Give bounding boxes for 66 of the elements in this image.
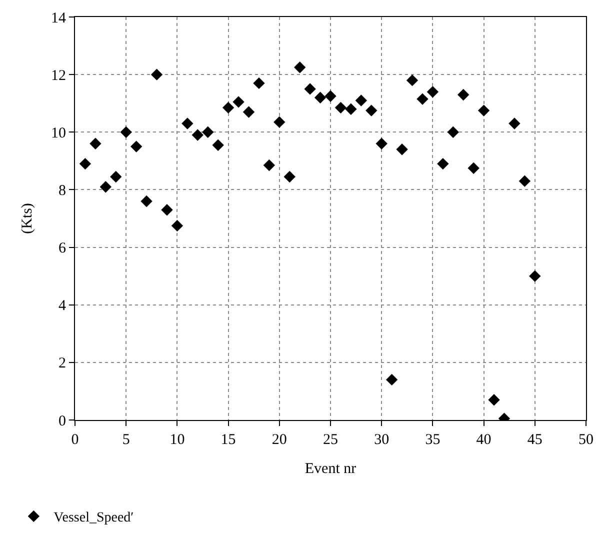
point (518, 175, 531, 187)
y-tick-label: 12 (51, 68, 66, 84)
point (488, 394, 500, 406)
point (355, 94, 368, 106)
point (171, 220, 184, 232)
point (150, 68, 163, 80)
point (222, 102, 234, 114)
point (334, 102, 347, 114)
x-tick-label: 20 (272, 432, 287, 448)
x-tick-label: 45 (527, 432, 542, 448)
y-tick-label: 8 (58, 182, 66, 199)
point (396, 144, 408, 156)
point (253, 77, 265, 90)
x-tick-label: 0 (71, 432, 79, 448)
point (366, 104, 378, 116)
point (447, 126, 459, 138)
point (110, 170, 122, 183)
x-tick-label: 40 (476, 432, 492, 448)
point (345, 103, 357, 115)
point (386, 374, 398, 386)
point (192, 129, 204, 141)
x-tick-label: 5 (122, 432, 130, 448)
point (100, 180, 112, 193)
point (182, 118, 194, 130)
point (529, 270, 541, 282)
y-tick-label: 0 (58, 413, 66, 430)
point (437, 158, 449, 170)
point (274, 116, 286, 128)
x-tick-label: 35 (425, 432, 440, 448)
x-tick-label: 30 (374, 432, 390, 448)
point (324, 90, 336, 102)
point (140, 195, 152, 208)
x-tick-label: 50 (578, 432, 594, 448)
y-tick-label: 6 (58, 240, 66, 257)
point (304, 83, 316, 95)
point (478, 104, 490, 116)
x-tick-label: 10 (170, 432, 185, 448)
point (242, 106, 255, 118)
point (284, 170, 296, 183)
point (426, 86, 439, 98)
point (314, 92, 326, 104)
point (294, 62, 306, 74)
point (416, 93, 428, 105)
point (130, 140, 142, 152)
legend-label: Vessel_Speed′ (54, 510, 134, 526)
y-tick-label: 2 (58, 356, 66, 372)
point (232, 96, 244, 108)
y-axis-title: (Kts) (19, 203, 36, 234)
x-tick-label: 15 (220, 432, 236, 448)
point (120, 126, 132, 138)
point (161, 204, 173, 216)
point (376, 138, 388, 150)
point (406, 74, 418, 86)
x-tick-label: 25 (323, 432, 338, 448)
y-tick-label: 10 (51, 125, 66, 142)
point (458, 88, 470, 101)
point (79, 158, 92, 170)
point (508, 118, 520, 130)
x-axis-title: Event nr (304, 461, 356, 477)
y-tick-label: 14 (51, 10, 66, 26)
point (468, 162, 480, 174)
point (202, 126, 214, 138)
point (212, 139, 224, 151)
point (90, 138, 102, 150)
point (263, 159, 276, 172)
y-tick-label: 4 (58, 298, 66, 314)
